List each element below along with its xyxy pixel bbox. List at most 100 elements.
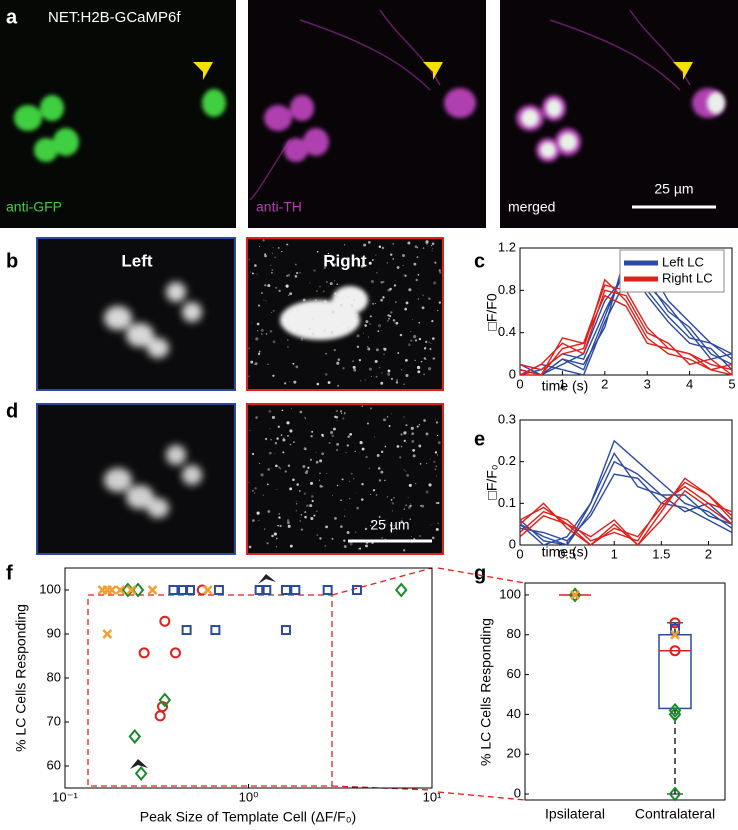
speckle: [346, 530, 350, 534]
speckle: [380, 280, 383, 284]
speckle: [401, 517, 403, 519]
speckle: [336, 484, 339, 487]
speckle: [265, 332, 268, 335]
speckle: [324, 545, 327, 547]
speckle: [274, 452, 276, 454]
speckle: [375, 303, 377, 305]
point: [394, 582, 408, 598]
speckle: [435, 465, 438, 468]
speckle: [282, 438, 286, 442]
speckle: [431, 250, 433, 252]
speckle: [352, 360, 354, 363]
arrowheads: [130, 574, 276, 769]
speckle: [368, 261, 372, 265]
speckle: [281, 409, 284, 412]
y-axis-label: □F/F₀: [484, 464, 500, 499]
speckle: [253, 492, 256, 494]
speckle: [405, 373, 409, 377]
speckle: [428, 483, 432, 487]
speckle: [396, 445, 400, 448]
y-tick-label: 0.4: [498, 324, 516, 339]
speckle: [337, 384, 340, 387]
speckle: [347, 295, 350, 298]
speckle: [365, 320, 369, 324]
trace: [519, 489, 733, 547]
speckle: [262, 494, 265, 496]
speckle: [272, 309, 275, 312]
x-tick-label: 1.5: [652, 546, 670, 561]
panel-letter: f: [6, 562, 13, 584]
y-axis-label: □F/F0: [484, 293, 500, 330]
speckle: [359, 441, 363, 445]
point: [669, 617, 681, 629]
speckle: [410, 339, 413, 342]
speckle: [314, 299, 317, 302]
speckle: [416, 256, 419, 258]
speckle: [284, 317, 286, 319]
plot-frame: [519, 247, 733, 376]
speckle: [417, 298, 420, 300]
speckle: [299, 520, 301, 522]
speckle: [278, 513, 281, 515]
speckle: [260, 328, 264, 332]
speckle: [435, 502, 438, 504]
speckle: [271, 534, 274, 538]
speckle: [387, 288, 390, 292]
plot-frame: [64, 567, 433, 789]
speckle: [335, 415, 339, 419]
speckle: [311, 495, 314, 498]
speckle: [313, 514, 316, 517]
speckle: [381, 540, 383, 542]
speckle: [251, 272, 254, 275]
speckle: [270, 264, 272, 267]
speckle: [431, 536, 435, 540]
speckle: [403, 416, 405, 418]
speckle: [310, 435, 313, 438]
speckle: [431, 247, 433, 249]
y-tick-label: 90: [47, 625, 61, 640]
point: [668, 706, 682, 722]
speckle: [289, 487, 293, 491]
speckle: [303, 447, 307, 451]
speckle: [270, 467, 272, 469]
speckle: [399, 456, 402, 459]
speckle: [300, 528, 304, 531]
legend-label: Right LC: [662, 270, 713, 285]
point: [169, 647, 181, 659]
speckle: [354, 309, 358, 313]
speckle: [412, 319, 414, 320]
trace: [520, 294, 733, 376]
speckle: [287, 244, 289, 246]
speckle: [289, 381, 291, 383]
speckle: [356, 345, 360, 349]
speckle: [356, 506, 360, 510]
speckle: [293, 441, 295, 443]
speckle: [372, 302, 375, 305]
speckle: [403, 431, 407, 435]
speckle: [386, 496, 389, 498]
speckle: [390, 377, 393, 380]
speckle: [301, 337, 303, 339]
trace: [519, 473, 733, 542]
point: [154, 710, 166, 722]
speckle: [318, 479, 320, 481]
speckle: [304, 337, 306, 339]
point: [202, 585, 213, 595]
speckle: [416, 246, 419, 249]
speckle: [304, 511, 307, 514]
speckle: [299, 410, 303, 414]
speckle: [413, 335, 417, 339]
speckle: [252, 519, 255, 522]
speckle: [377, 324, 382, 328]
speckle: [411, 432, 414, 435]
speckle: [304, 471, 308, 475]
speckle: [375, 254, 377, 256]
speckle: [428, 341, 430, 343]
point: [106, 585, 117, 595]
speckle: [410, 426, 414, 430]
speckle: [390, 498, 393, 501]
speckle: [254, 487, 257, 490]
image-right-d: [246, 403, 444, 555]
speckle: [259, 246, 261, 248]
